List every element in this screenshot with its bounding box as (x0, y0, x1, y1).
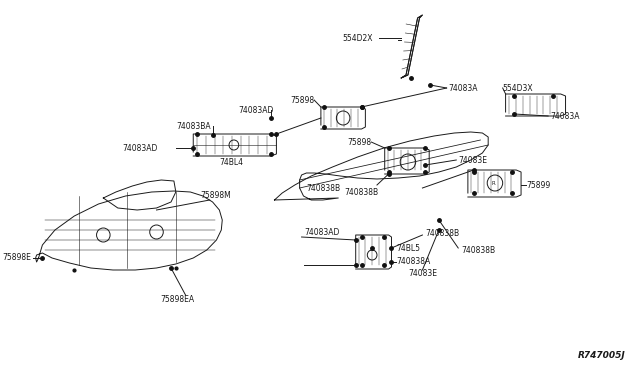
Text: 740838B: 740838B (461, 246, 495, 254)
Text: 75898E: 75898E (2, 253, 31, 263)
Text: 740838A: 740838A (396, 257, 431, 266)
Text: 554D3X: 554D3X (502, 83, 533, 93)
Text: 554D2X: 554D2X (342, 33, 372, 42)
Text: 740838B: 740838B (306, 183, 340, 192)
Text: 74083A: 74083A (449, 83, 478, 93)
Text: 75898M: 75898M (200, 190, 231, 199)
Text: 75898: 75898 (290, 96, 314, 105)
Text: 74BL4: 74BL4 (220, 157, 243, 167)
Text: R747005J: R747005J (578, 351, 625, 360)
Text: 75899: 75899 (526, 180, 550, 189)
Text: 75898EA: 75898EA (161, 295, 195, 305)
Text: 74083AD: 74083AD (123, 144, 158, 153)
Text: 74083A: 74083A (550, 112, 580, 121)
Text: 75898: 75898 (347, 138, 371, 147)
Text: 74083AD: 74083AD (239, 106, 274, 115)
Text: 74083E: 74083E (408, 269, 437, 279)
Text: 740838B: 740838B (345, 187, 379, 196)
Text: R: R (491, 180, 495, 186)
Text: 740838B: 740838B (426, 228, 460, 237)
Text: 74083BA: 74083BA (176, 122, 211, 131)
Text: 74083AD: 74083AD (305, 228, 340, 237)
Text: 74083E: 74083E (458, 155, 487, 164)
Text: 74BL5: 74BL5 (396, 244, 420, 253)
